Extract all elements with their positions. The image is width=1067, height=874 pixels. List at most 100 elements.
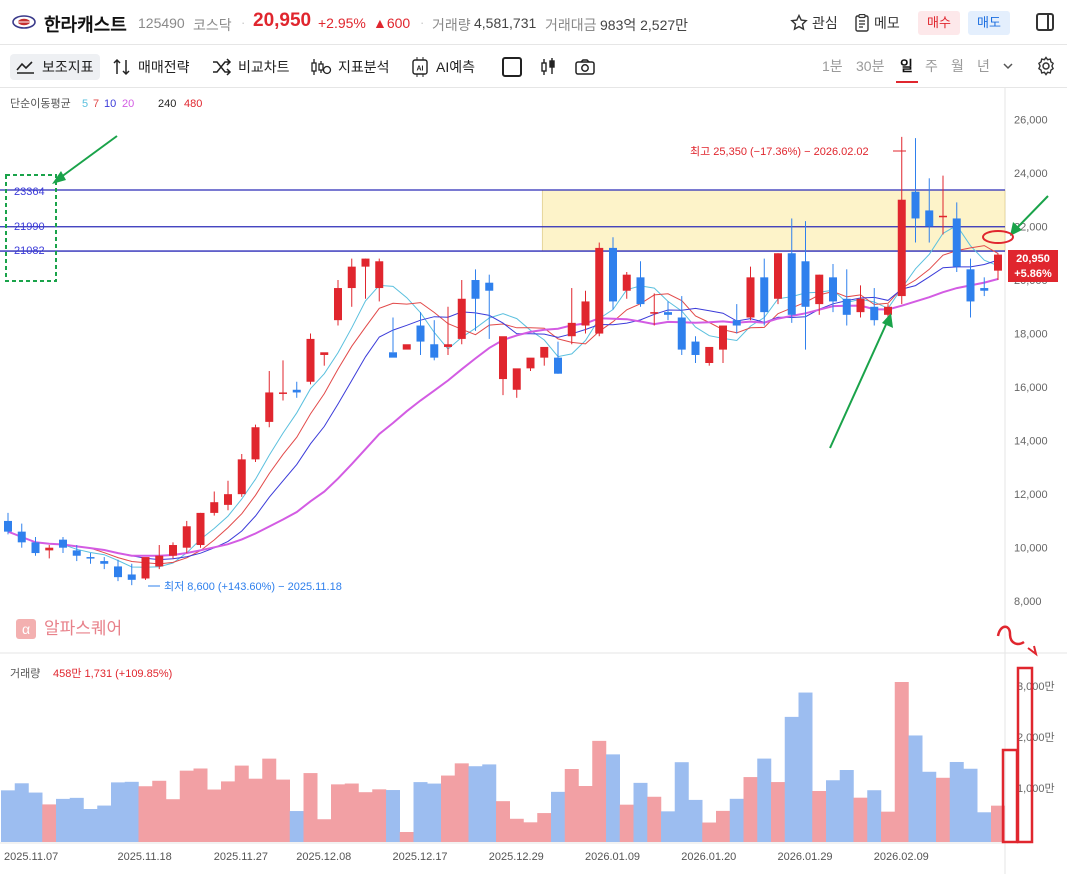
- candle[interactable]: [526, 357, 535, 372]
- candle[interactable]: [100, 557, 109, 570]
- candle[interactable]: [801, 221, 810, 350]
- candle[interactable]: [361, 258, 370, 299]
- candle[interactable]: [127, 563, 136, 586]
- candle[interactable]: [787, 218, 796, 323]
- candle[interactable]: [196, 512, 205, 548]
- candle[interactable]: [444, 306, 452, 355]
- strategy-button[interactable]: 매매전략: [112, 54, 190, 80]
- period-month[interactable]: 월: [951, 58, 964, 74]
- candle[interactable]: [897, 136, 906, 305]
- candle[interactable]: [45, 545, 54, 559]
- date-tick-label: 2025.11.27: [214, 851, 268, 863]
- candle[interactable]: [237, 454, 246, 497]
- buy-button[interactable]: 매수: [918, 11, 960, 35]
- candle[interactable]: [650, 293, 659, 326]
- candle[interactable]: [815, 274, 824, 315]
- candle[interactable]: [842, 269, 851, 326]
- candle[interactable]: [870, 288, 879, 326]
- candle[interactable]: [169, 542, 177, 559]
- volume-bar: [619, 804, 634, 842]
- candle[interactable]: [732, 304, 741, 334]
- period-day[interactable]: 일: [900, 58, 913, 74]
- volume-pane-label: 거래량: [10, 667, 40, 680]
- candle[interactable]: [966, 258, 975, 318]
- candle[interactable]: [911, 138, 920, 243]
- candle[interactable]: [155, 545, 164, 570]
- candle[interactable]: [567, 288, 576, 345]
- period-30min[interactable]: 30분: [856, 58, 885, 74]
- candle[interactable]: [86, 553, 95, 564]
- candle[interactable]: [705, 346, 714, 366]
- compare-button[interactable]: 비교차트: [212, 54, 290, 80]
- period-week[interactable]: 주: [925, 58, 938, 74]
- candle[interactable]: [636, 261, 645, 307]
- candle[interactable]: [375, 258, 384, 302]
- candle[interactable]: [664, 301, 672, 321]
- candle[interactable]: [485, 274, 494, 339]
- candle[interactable]: [540, 346, 549, 366]
- fullscreen-toggle-button[interactable]: [502, 54, 522, 80]
- candle[interactable]: [182, 520, 191, 554]
- candle[interactable]: [389, 317, 397, 358]
- candle[interactable]: [774, 253, 782, 305]
- candle[interactable]: [334, 280, 342, 326]
- candle[interactable]: [581, 290, 590, 334]
- candle[interactable]: [512, 368, 521, 398]
- candle[interactable]: [499, 336, 507, 396]
- candle[interactable]: [72, 545, 81, 562]
- candle[interactable]: [471, 269, 480, 331]
- candle[interactable]: [17, 523, 26, 548]
- candle[interactable]: [416, 312, 425, 355]
- candle[interactable]: [31, 536, 40, 556]
- chart-toolbar: 보조지표 매매전략 비교차트 지표분석 AI AI예측 1분 30분 일 주 월…: [0, 45, 1067, 88]
- candle[interactable]: [347, 258, 356, 307]
- candle[interactable]: [554, 341, 562, 374]
- candle[interactable]: [622, 271, 631, 299]
- side-panel-toggle-icon[interactable]: [1036, 13, 1054, 31]
- candle[interactable]: [677, 296, 686, 355]
- candle[interactable]: [457, 280, 466, 345]
- candle[interactable]: [224, 480, 232, 511]
- candle[interactable]: [4, 512, 12, 535]
- candle[interactable]: [402, 344, 411, 350]
- candle[interactable]: [980, 277, 989, 297]
- candle[interactable]: [141, 557, 150, 580]
- chevron-down-icon[interactable]: [1002, 61, 1014, 71]
- candle[interactable]: [320, 352, 329, 366]
- indicators-button[interactable]: 보조지표: [10, 54, 100, 80]
- candle[interactable]: [265, 371, 274, 428]
- candle[interactable]: [691, 336, 700, 363]
- period-1min[interactable]: 1분: [822, 58, 843, 74]
- candle[interactable]: [279, 360, 287, 401]
- gear-icon[interactable]: [1036, 56, 1056, 76]
- candle[interactable]: [430, 320, 439, 361]
- candle[interactable]: [939, 175, 947, 235]
- watchlist-button[interactable]: 관심: [790, 13, 838, 33]
- candle[interactable]: [760, 258, 769, 326]
- candle[interactable]: [925, 178, 934, 243]
- ai-forecast-button[interactable]: AI AI예측: [410, 54, 475, 80]
- candle[interactable]: [719, 325, 727, 363]
- candle[interactable]: [210, 491, 219, 516]
- change-percent: +2.95%: [318, 15, 366, 31]
- candle[interactable]: [595, 242, 604, 337]
- date-tick-label: 2026.01.29: [778, 851, 833, 863]
- candle[interactable]: [59, 536, 67, 554]
- analysis-button[interactable]: 지표분석: [310, 54, 390, 80]
- candle[interactable]: [994, 253, 1002, 281]
- price-chart[interactable]: 26,00024,00022,00020,00018,00016,00014,0…: [0, 88, 1067, 874]
- screenshot-button[interactable]: [574, 54, 596, 80]
- candle[interactable]: [292, 381, 301, 398]
- memo-button[interactable]: 메모: [854, 13, 900, 33]
- period-year[interactable]: 년: [977, 58, 990, 74]
- candle[interactable]: [829, 263, 837, 313]
- candle[interactable]: [306, 333, 315, 385]
- candle[interactable]: [952, 202, 961, 272]
- candle[interactable]: [746, 266, 755, 321]
- chart-type-button[interactable]: [538, 54, 558, 80]
- candle[interactable]: [114, 559, 122, 582]
- candle[interactable]: [609, 237, 617, 310]
- candle[interactable]: [251, 424, 260, 463]
- sell-button[interactable]: 매도: [968, 11, 1010, 35]
- candle[interactable]: [856, 285, 865, 318]
